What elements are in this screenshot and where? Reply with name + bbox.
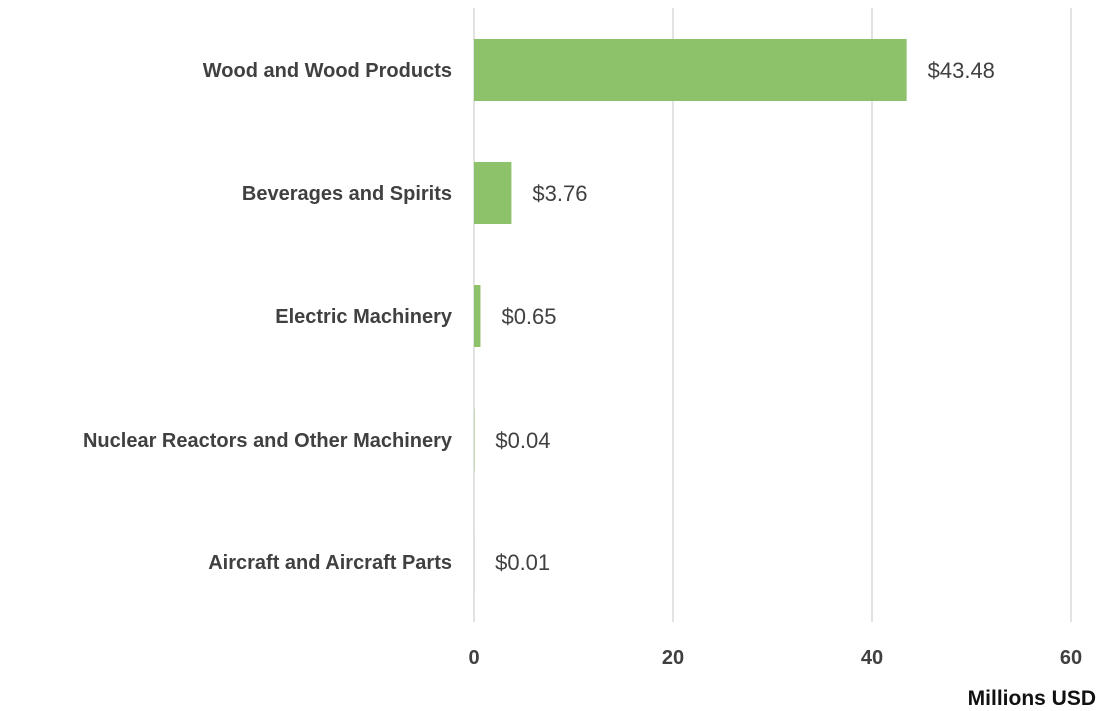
category-label: Wood and Wood Products [203,60,452,82]
category-label: Nuclear Reactors and Other Machinery [83,430,453,452]
bar [474,39,907,101]
x-tick-label: 20 [662,647,684,669]
value-label: $0.01 [495,550,550,575]
x-tick-label: 60 [1060,647,1082,669]
bar [474,285,481,347]
x-tick-labels: 0 20 40 60 [468,647,1082,669]
x-axis-title: Millions USD [968,687,1096,710]
value-labels: $43.48 $3.76 $0.65 $0.04 $0.01 [495,58,995,575]
category-label: Beverages and Spirits [242,183,452,205]
bars [474,39,907,593]
x-tick-label: 40 [861,647,883,669]
bar [474,162,512,224]
x-tick-label: 0 [468,647,479,669]
value-label: $3.76 [532,181,587,206]
category-label: Aircraft and Aircraft Parts [208,552,452,574]
value-label: $43.48 [928,58,995,83]
category-label: Electric Machinery [275,306,453,328]
value-label: $0.04 [495,428,550,453]
category-labels: Wood and Wood Products Beverages and Spir… [83,60,453,574]
value-label: $0.65 [501,304,556,329]
